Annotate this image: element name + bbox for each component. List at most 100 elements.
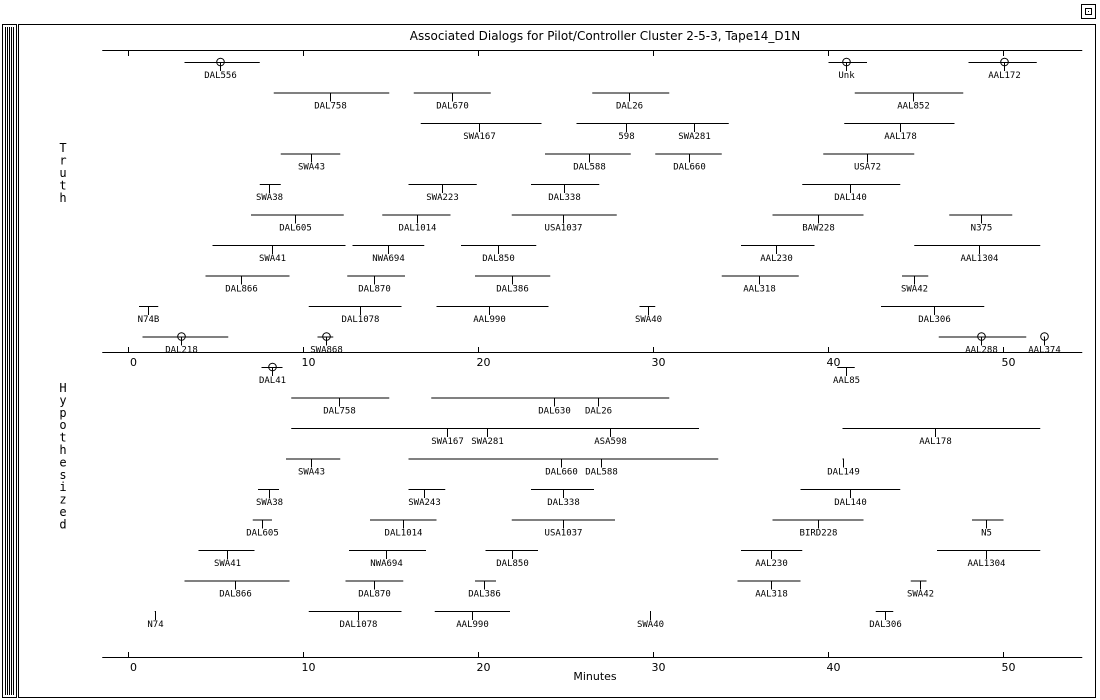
hypothesized-panel-label-letter: s: [59, 468, 66, 482]
truth-tick-label: 50: [1002, 356, 1016, 369]
hypothesized-bar-aal178-label: AAL178: [919, 437, 952, 447]
hypothesized-tick-label: 0: [130, 661, 137, 674]
hypothesized-bar-swa40-label: SWA40: [637, 620, 664, 630]
truth-bar-dal386-label: DAL386: [496, 285, 529, 295]
truth-bar-aal852-label: AAL852: [897, 102, 930, 112]
truth-bar-dal218-label: DAL218: [165, 346, 198, 356]
hypothesized-bar-dal660-label: DAL660: [545, 468, 578, 478]
hypothesized-bar-swa42-label: SWA42: [907, 590, 934, 600]
truth-bar-swa42-label: SWA42: [901, 285, 928, 295]
truth-bar-swa868-label: SWA868: [310, 346, 343, 356]
truth-bar-aal318-label: AAL318: [743, 285, 776, 295]
truth-bar-aal288-circle: [977, 332, 986, 341]
truth-bar-swa167-label: SWA167: [463, 132, 496, 142]
hypothesized-bar-dal26-label: DAL26: [585, 407, 612, 417]
truth-bar-aal374-circle: [1040, 332, 1049, 341]
truth-bar-aal1304-label: AAL1304: [961, 254, 999, 264]
truth-tick-label: 20: [477, 356, 491, 369]
truth-bar-swa40-label: SWA40: [635, 315, 662, 325]
truth-bar-dal26-label: DAL26: [616, 102, 643, 112]
truth-bar-dal850-label: DAL850: [482, 254, 515, 264]
truth-bar-swa38-label: SWA38: [256, 193, 283, 203]
truth-panel-label-letter: u: [59, 166, 66, 180]
truth-bar-baw228-label: BAW228: [802, 224, 835, 234]
x-axis-label: Minutes: [573, 670, 617, 683]
truth-bar-dal870-label: DAL870: [358, 285, 391, 295]
truth-bar-swa281-label: SWA281: [678, 132, 711, 142]
truth-bar-usa72-label: USA72: [854, 163, 881, 173]
hypothesized-bar-aal990-label: AAL990: [456, 620, 489, 630]
hypothesized-bar-usa1037-label: USA1037: [545, 529, 583, 539]
hypothesized-panel-label-letter: h: [59, 443, 66, 457]
hypothesized-bar-dal870-label: DAL870: [358, 590, 391, 600]
hypothesized-panel-label-letter: o: [59, 418, 66, 432]
hypothesized-bar-swa41-label: SWA41: [214, 559, 241, 569]
truth-bar-dal556-label: DAL556: [204, 71, 237, 81]
truth-bar-dal338-label: DAL338: [548, 193, 581, 203]
truth-panel-label-letter: h: [59, 191, 66, 205]
truth-panel-label-letter: r: [59, 154, 66, 168]
truth-bar-dal1078-label: DAL1078: [342, 315, 380, 325]
hypothesized-bar-n74-label: N74: [147, 620, 163, 630]
hypothesized-panel-label-letter: y: [59, 393, 66, 407]
hypothesized-bar-dal850-label: DAL850: [496, 559, 529, 569]
hypothesized-bar-dal140-label: DAL140: [834, 498, 867, 508]
hypothesized-panel-label-letter: i: [59, 480, 66, 494]
truth-bar-aal990-label: AAL990: [473, 315, 506, 325]
hypothesized-bar-nwa694-label: NWA694: [370, 559, 403, 569]
hypothesized-bar-swa43-label: SWA43: [298, 468, 325, 478]
hypothesized-panel-label-letter: z: [59, 493, 66, 507]
hypothesized-bar-n5-label: N5: [981, 529, 992, 539]
hypothesized-bar-dal758-label: DAL758: [323, 407, 356, 417]
truth-panel-label-letter: t: [59, 179, 66, 193]
truth-bar-swa868-circle: [322, 332, 331, 341]
hypothesized-tick-label: 40: [827, 661, 841, 674]
window-maximize-icon: [1085, 8, 1092, 15]
truth-bar-swa41-label: SWA41: [259, 254, 286, 264]
truth-bar-dal758-label: DAL758: [314, 102, 347, 112]
truth-bar-dal306-label: DAL306: [918, 315, 951, 325]
hypothesized-bar-asa598-label: ASA598: [594, 437, 627, 447]
truth-bar-swa43-label: SWA43: [298, 163, 325, 173]
truth-bar-aal374-label: AAL374: [1028, 346, 1061, 356]
hypothesized-bar-aal1304-label: AAL1304: [968, 559, 1006, 569]
truth-bar-dal556-circle: [216, 57, 225, 67]
window-maximize-button[interactable]: [1081, 4, 1096, 19]
hypothesized-panel-label-letter: e: [59, 455, 66, 469]
left-scrollbar[interactable]: [2, 24, 17, 698]
truth-bar-aal172-circle: [1000, 57, 1009, 67]
hypothesized-bar-dal605-label: DAL605: [246, 529, 279, 539]
truth-bar-unk-circle: [842, 57, 851, 67]
truth-panel-label-letter: T: [59, 141, 66, 155]
hypothesized-bar-swa38-label: SWA38: [256, 498, 283, 508]
scrollbar-grip[interactable]: [5, 27, 14, 695]
truth-tick-label: 10: [302, 356, 316, 369]
truth-bar-598-label: 598: [618, 132, 634, 142]
truth-bar-nwa694-label: NWA694: [372, 254, 405, 264]
truth-bar-dal140-label: DAL140: [834, 193, 867, 203]
truth-bar-swa223-label: SWA223: [426, 193, 459, 203]
hypothesized-panel-label-letter: e: [59, 505, 66, 519]
truth-bar-aal230-label: AAL230: [760, 254, 793, 264]
plot-frame: [18, 24, 1096, 698]
hypothesized-bar-aal85-label: AAL85: [833, 376, 860, 386]
truth-tick-label: 30: [652, 356, 666, 369]
hypothesized-panel-label-letter: H: [59, 381, 66, 395]
hypothesized-tick-label: 30: [652, 661, 666, 674]
hypothesized-bar-bird228-label: BIRD228: [800, 529, 838, 539]
hypothesized-bar-dal41-circle: [268, 362, 277, 372]
hypothesized-bar-dal41-label: DAL41: [259, 376, 286, 386]
hypothesized-bar-dal306-label: DAL306: [869, 620, 902, 630]
window-maximize-icon-center: [1088, 11, 1089, 12]
truth-bar-dal866-label: DAL866: [225, 285, 258, 295]
truth-bar-dal670-label: DAL670: [436, 102, 469, 112]
hypothesized-bar-dal386-label: DAL386: [468, 590, 501, 600]
truth-bar-aal172-label: AAL172: [988, 71, 1021, 81]
hypothesized-tick-label: 20: [477, 661, 491, 674]
hypothesized-panel-label-letter: d: [59, 517, 66, 531]
truth-bar-n375-label: N375: [971, 224, 993, 234]
truth-bar-dal218-circle: [177, 332, 186, 341]
